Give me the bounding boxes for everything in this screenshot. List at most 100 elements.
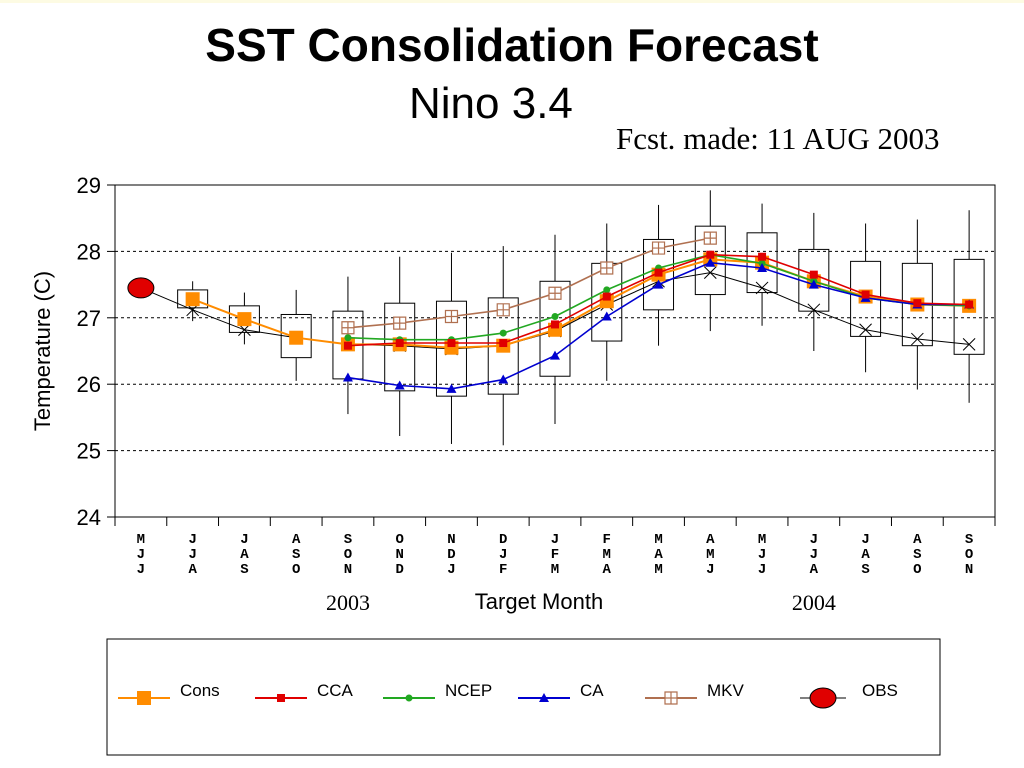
point-cca bbox=[706, 250, 715, 259]
spread-box bbox=[953, 258, 985, 355]
point-mkv bbox=[600, 261, 614, 275]
point-cca bbox=[499, 339, 508, 348]
point-mkv bbox=[341, 321, 355, 335]
spread-box bbox=[280, 313, 312, 359]
point-ncep bbox=[344, 334, 352, 342]
legend-swatch-marker bbox=[664, 691, 678, 705]
black-line-marker bbox=[910, 332, 924, 346]
legend-item-cons: Cons bbox=[118, 681, 220, 705]
point-cca bbox=[654, 268, 663, 277]
legend-label: CCA bbox=[317, 681, 354, 700]
point-mkv bbox=[496, 303, 510, 317]
series-line-mkv bbox=[347, 237, 711, 329]
point-cons bbox=[289, 330, 304, 345]
point-cons bbox=[185, 292, 200, 307]
year-label: 2003 bbox=[326, 590, 370, 615]
legend-item-obs: OBS bbox=[800, 681, 898, 709]
point-cca bbox=[861, 290, 870, 299]
black-line-marker bbox=[703, 266, 717, 280]
spread-box bbox=[228, 305, 260, 333]
obs-point bbox=[127, 277, 155, 299]
legend-item-ncep: NCEP bbox=[383, 681, 492, 702]
y-axis-label: Temperature (C) bbox=[30, 271, 55, 431]
forecast-series bbox=[185, 231, 977, 393]
point-ncep bbox=[603, 286, 611, 294]
y-tick-label: 28 bbox=[77, 239, 101, 264]
point-cca bbox=[965, 300, 974, 309]
y-tick-label: 27 bbox=[77, 306, 101, 331]
legend-label: MKV bbox=[707, 681, 745, 700]
point-cca bbox=[395, 339, 404, 348]
point-ca bbox=[498, 374, 509, 384]
point-cons bbox=[237, 312, 252, 327]
point-cca bbox=[758, 252, 767, 261]
series-cca bbox=[343, 250, 974, 350]
legend-label: NCEP bbox=[445, 681, 492, 700]
point-ca bbox=[653, 279, 664, 289]
point-ca bbox=[342, 372, 353, 382]
point-ncep bbox=[551, 312, 559, 320]
black-line-marker bbox=[755, 281, 769, 295]
black-line-marker bbox=[807, 303, 821, 317]
spread-box bbox=[177, 289, 209, 309]
legend-label: CA bbox=[580, 681, 604, 700]
point-mkv bbox=[393, 316, 407, 330]
legend-swatch-marker bbox=[405, 694, 413, 702]
page-subtitle: Nino 3.4 bbox=[409, 79, 573, 128]
legend-item-ca: CA bbox=[518, 681, 604, 702]
obs-group bbox=[127, 277, 155, 299]
black-line-marker bbox=[859, 323, 872, 337]
x-axis: M J J J J A J A S A S O S O N O N D N D J D J F J F M F M A M A M A M J M J J J… bbox=[114, 517, 996, 578]
point-ca bbox=[705, 257, 716, 267]
x-axis-label: Target Month bbox=[475, 589, 603, 614]
point-mkv bbox=[548, 286, 562, 300]
legend-swatch-marker bbox=[539, 693, 549, 702]
point-mkv bbox=[703, 231, 717, 245]
year-label: 2004 bbox=[792, 590, 836, 615]
legend-item-cca: CCA bbox=[255, 681, 354, 702]
black-line-marker bbox=[962, 338, 976, 351]
point-cca bbox=[913, 299, 922, 308]
point-mkv bbox=[444, 309, 459, 324]
year-labels: 2003 2004 bbox=[326, 590, 836, 615]
y-tick-label: 26 bbox=[77, 372, 101, 397]
legend: Cons CCA NCEP CA MKV OBS bbox=[118, 681, 898, 709]
legend-item-mkv: MKV bbox=[645, 681, 745, 705]
y-tick-label: 24 bbox=[77, 505, 101, 530]
top-band bbox=[0, 0, 1024, 3]
plot-frame bbox=[114, 184, 996, 518]
legend-swatch-marker bbox=[137, 691, 151, 705]
legend-swatch-marker bbox=[277, 694, 285, 702]
point-ca bbox=[601, 311, 612, 321]
y-tick-label: 29 bbox=[77, 173, 101, 198]
observed-trend-line bbox=[140, 266, 976, 356]
point-cca bbox=[809, 270, 818, 279]
legend-label: Cons bbox=[180, 681, 220, 700]
point-ca bbox=[808, 279, 819, 289]
point-cca bbox=[551, 320, 559, 329]
point-ca bbox=[394, 380, 405, 390]
point-ca bbox=[550, 350, 560, 360]
page-title: SST Consolidation Forecast bbox=[205, 19, 819, 71]
point-cca bbox=[447, 339, 456, 348]
y-axis: 24 25 26 27 28 29 bbox=[77, 173, 115, 530]
legend-swatch-marker bbox=[809, 687, 837, 709]
point-cca bbox=[602, 292, 611, 301]
point-ca bbox=[757, 263, 768, 272]
